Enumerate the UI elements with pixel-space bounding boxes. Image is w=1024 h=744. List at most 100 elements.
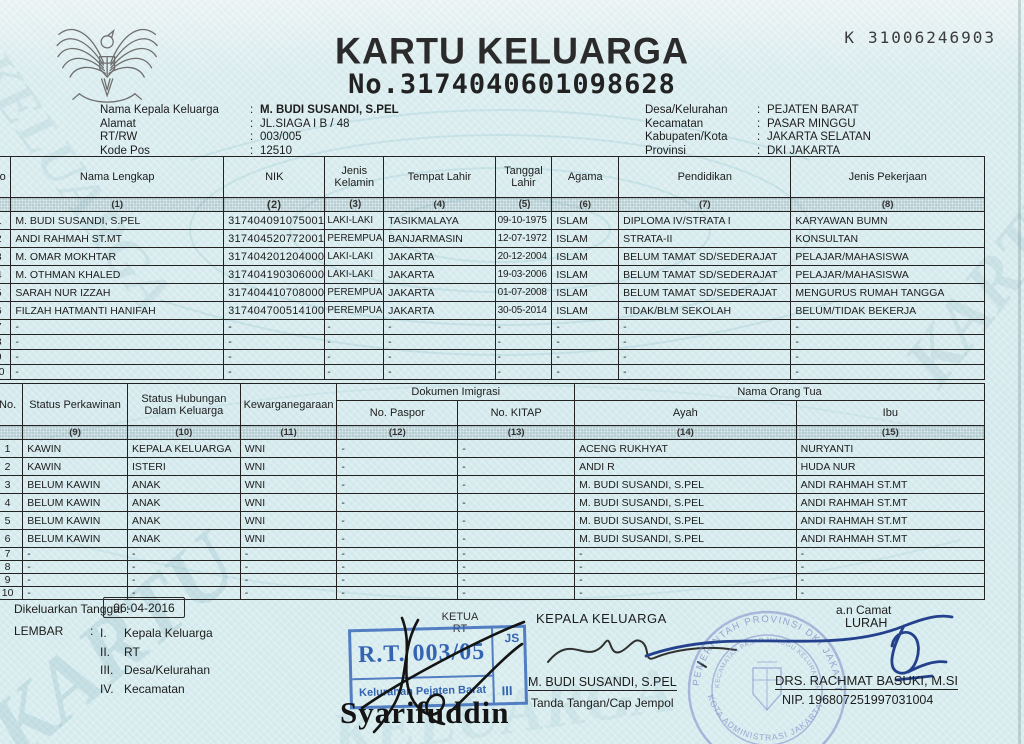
serial-number: K 31006246903: [844, 28, 996, 47]
list-item: III. Desa/Kelurahan: [100, 661, 213, 680]
cell: PELAJAR/MAHASISWA: [790, 247, 985, 266]
cell: 12-07-1972: [494, 229, 553, 248]
kepala-keluarga-heading: KEPALA KELUARGA: [536, 611, 667, 626]
cell: -: [10, 349, 225, 365]
cell: ISLAM: [551, 211, 620, 230]
cell: BELUM KAWIN: [22, 511, 128, 530]
column-number: (10): [126, 425, 241, 440]
cell: 10: [0, 586, 24, 600]
cell: 2: [0, 229, 12, 248]
cell: -: [223, 349, 326, 365]
cell: -: [126, 573, 241, 587]
cell: -: [457, 493, 576, 512]
paper-edge: [1018, 0, 1021, 744]
cell: -: [223, 319, 326, 335]
cell: -: [790, 349, 985, 365]
column-header: No. KITAP: [457, 400, 576, 426]
cell: -: [239, 573, 338, 587]
list-item: IV. Kecamatan: [100, 680, 213, 699]
cell: 9: [0, 573, 24, 587]
cell: -: [336, 547, 459, 561]
cell: 09-10-1975: [494, 211, 553, 230]
cell: 1: [0, 211, 12, 230]
cell: M. BUDI SUSANDI, S.PEL: [574, 493, 797, 512]
lurah-label: LURAH: [845, 616, 888, 630]
cell: WNI: [239, 439, 338, 458]
cell: -: [336, 560, 459, 574]
table-row: 3 BELUM KAWIN ANAK WNI - - M. BUDI SUSANDI, S.…: [0, 475, 986, 494]
cell: 8: [0, 560, 24, 574]
cell: -: [126, 586, 241, 600]
column-number: (13): [457, 425, 576, 440]
column-group-header: Nama Orang Tua: [574, 383, 985, 401]
table-row: 10- - - - - - -: [0, 586, 986, 600]
cell: -: [618, 364, 792, 380]
column-header: Jenis Pekerjaan: [790, 156, 985, 198]
field-value: PEJATEN BARAT: [767, 104, 859, 116]
cell: FILZAH HATMANTI HANIFAH: [10, 301, 225, 320]
cell: -: [383, 319, 496, 335]
cell: -: [457, 573, 576, 587]
cell: -: [457, 511, 576, 530]
column-number: [0, 197, 12, 212]
cell: 19-03-2006: [494, 265, 553, 284]
cell: BELUM TAMAT SD/SEDERAJAT: [618, 265, 792, 284]
cell: 3174042012040003: [223, 247, 326, 266]
column-header: Status Hubungan Dalam Keluarga: [126, 383, 241, 426]
list-item-number: IV.: [100, 681, 114, 696]
table-row: 10--------: [0, 364, 985, 380]
colon: :: [250, 131, 254, 143]
cell: 3: [0, 247, 12, 266]
cell: -: [618, 319, 792, 335]
cell: ANDI RAHMAH ST.MT: [795, 529, 986, 548]
cell: -: [790, 319, 985, 335]
column-number: (15): [795, 425, 986, 440]
table-row: 1 KAWIN KEPALA KELUARGA WNI - - ACENG RUKHYAT N…: [0, 439, 986, 458]
column-number: (3): [324, 197, 385, 212]
cell: -: [574, 573, 797, 587]
head-of-family-info: Nama Kepala Keluarga: M. BUDI SUSANDI, S.…: [100, 104, 399, 158]
column-number: (11): [239, 425, 338, 440]
table-header-row: No Nama Lengkap NIK Jenis Kelamin Tempat…: [0, 156, 985, 198]
field-value: 003/005: [260, 131, 302, 143]
column-number-row: (9) (10) (11) (12) (13) (14) (15): [0, 425, 986, 440]
region-info: Desa/Kelurahan: PEJATEN BARAT Kecamatan: P…: [645, 104, 871, 158]
cell: -: [457, 457, 576, 476]
cell: -: [336, 493, 459, 512]
table-row: 8--------: [0, 334, 985, 350]
column-number: (14): [574, 425, 797, 440]
cell: -: [795, 586, 986, 600]
cell: ISLAM: [551, 229, 620, 248]
list-item-label: Desa/Kelurahan: [124, 663, 211, 677]
table-header-row: No. Status Perkawinan Status Hubungan Da…: [0, 383, 985, 426]
field-value: M. BUDI SUSANDI, S.PEL: [260, 104, 399, 116]
cell: NURYANTI: [795, 439, 986, 458]
cell: WNI: [239, 493, 338, 512]
table-row: 9--------: [0, 349, 985, 365]
cell: 01-07-2008: [494, 283, 553, 302]
cell: JAKARTA: [383, 247, 496, 266]
cell: KAWIN: [22, 457, 128, 476]
cell: -: [551, 334, 620, 350]
cell: -: [336, 586, 459, 600]
cell: PELAJAR/MAHASISWA: [790, 265, 985, 284]
field-value: 12510: [260, 144, 292, 157]
cell: STRATA-II: [618, 229, 792, 248]
cell: -: [494, 349, 553, 365]
column-number: [0, 425, 24, 440]
cell: MENGURUS RUMAH TANGGA: [790, 283, 985, 302]
table-row: 6 BELUM KAWIN ANAK WNI - - M. BUDI SUSANDI, S.…: [0, 529, 986, 548]
cell: BELUM/TIDAK BEKERJA: [790, 301, 985, 320]
column-number-row: (1) (2) (3) (4) (5) (6) (7) (8): [0, 197, 985, 212]
cell: KAWIN: [22, 439, 128, 458]
cell: ISLAM: [551, 247, 620, 266]
cell: -: [551, 319, 620, 335]
cell: ANDI RAHMAH ST.MT: [10, 229, 225, 248]
cell: -: [457, 439, 576, 458]
cell: LAKI-LAKI: [324, 247, 385, 266]
field-value: JAKARTA SELATAN: [767, 131, 871, 143]
cell: -: [10, 334, 225, 350]
column-header: Pendidikan: [618, 156, 792, 198]
cell: -: [223, 334, 326, 350]
